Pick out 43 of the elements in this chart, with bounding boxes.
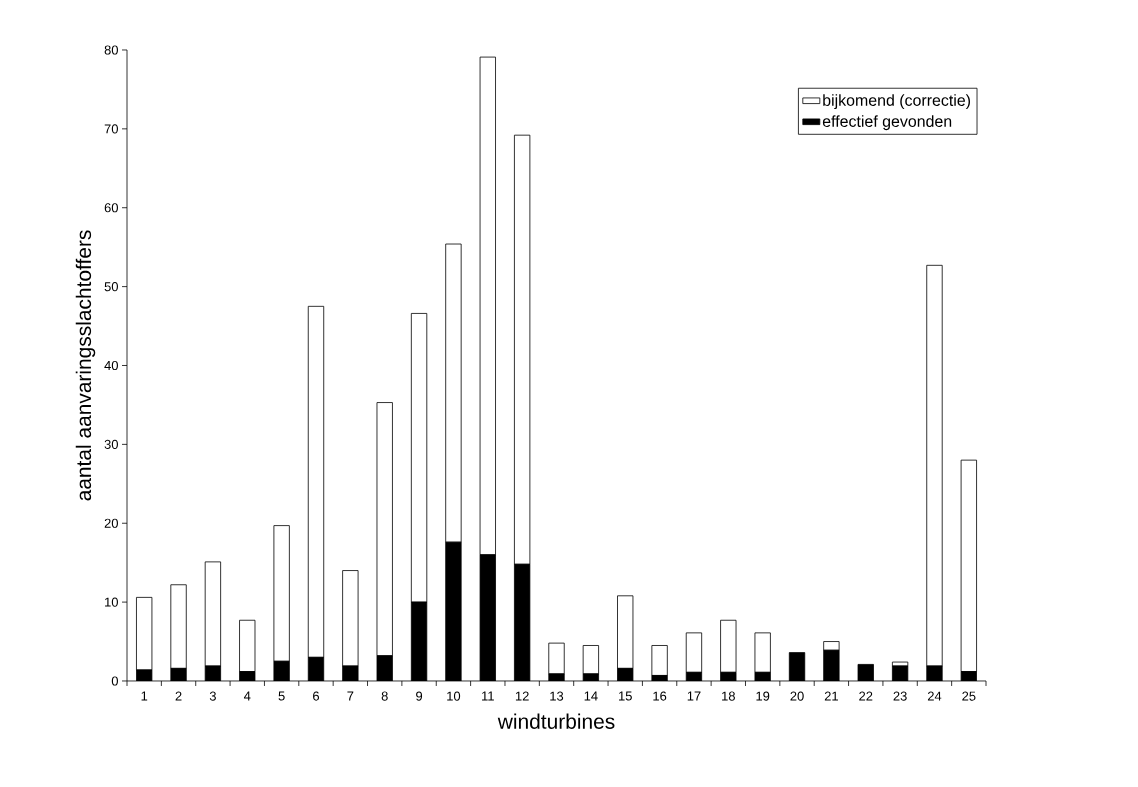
x-tick-label: 6 (313, 691, 320, 701)
y-tick-label: 20 (104, 518, 118, 528)
x-tick-label: 1 (141, 691, 148, 701)
x-tick-label: 14 (584, 691, 598, 701)
x-tick-label: 9 (416, 691, 423, 701)
x-tick-label: 10 (447, 691, 461, 701)
x-tick-label: 16 (653, 691, 667, 701)
x-tick-label: 21 (824, 691, 838, 701)
bar (651, 645, 668, 676)
y-tick-label: 50 (104, 282, 118, 292)
x-tick-label: 8 (381, 691, 388, 701)
x-tick-label: 4 (243, 691, 251, 701)
y-tick-label: 40 (104, 360, 118, 371)
x-tick-label: 17 (687, 691, 701, 701)
x-tick-label: 19 (756, 691, 770, 701)
x-axis-title: windturbines (497, 713, 615, 729)
x-tick-label: 24 (927, 691, 942, 701)
x-tick-label: 11 (482, 691, 494, 701)
y-tick-label: 10 (105, 597, 118, 607)
x-tick-label: 7 (347, 691, 354, 701)
bar (582, 645, 599, 675)
legend-label: bijkomend (correctie) (823, 94, 970, 110)
bar (204, 561, 222, 667)
y-tick-label: 70 (104, 124, 118, 134)
x-tick-label: 18 (722, 691, 735, 701)
y-axis-title: aantal aanvaringsslachtoffers (75, 230, 96, 501)
x-tick-label: 25 (962, 691, 976, 701)
x-tick-label: 20 (790, 691, 804, 701)
x-tick-label: 3 (209, 691, 216, 701)
y-tick-label: 60 (104, 203, 118, 213)
x-tick-label: 15 (619, 691, 632, 701)
y-tick-label: 80 (104, 45, 118, 55)
bar (548, 642, 565, 675)
x-tick-label: 2 (175, 691, 182, 701)
x-tick-label: 22 (859, 691, 873, 701)
x-tick-label: 12 (515, 691, 529, 701)
bar (342, 570, 359, 667)
x-tick-label: 23 (893, 691, 907, 701)
x-tick-label: 13 (550, 691, 564, 701)
x-tick-label: 5 (278, 691, 285, 701)
legend-label: effectief gevonden (822, 115, 952, 131)
y-tick-label: 0 (111, 676, 118, 686)
y-tick-label: 30 (104, 439, 118, 449)
